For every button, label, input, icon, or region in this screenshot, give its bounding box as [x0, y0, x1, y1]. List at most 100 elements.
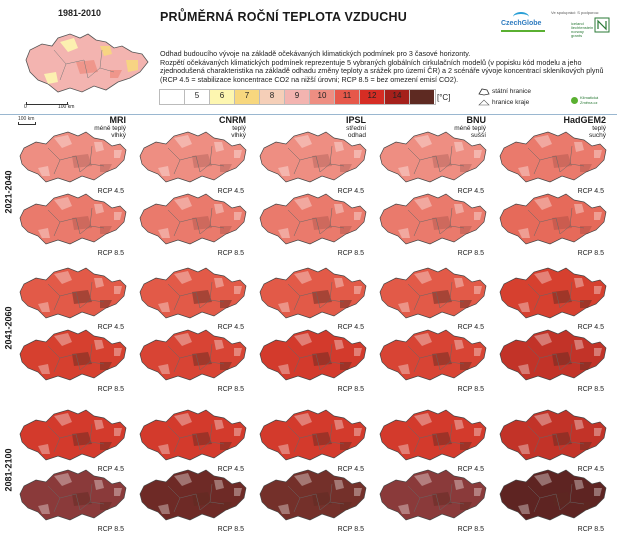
rcp-label: RCP 4.5 [217, 324, 244, 331]
rcp-label: RCP 8.5 [457, 526, 484, 533]
reference-cool-area [100, 46, 112, 56]
highland-area [38, 473, 122, 514]
czech-map [139, 409, 247, 461]
czechglobe-logo: CzechGlobe [495, 12, 545, 36]
model-header: MRI méně teplý vlhký [28, 115, 127, 140]
rcp-label: RCP 4.5 [97, 188, 124, 195]
scenario-map: RCP 8.5 [134, 324, 248, 394]
lowland-area [432, 154, 472, 172]
highland-area [278, 135, 362, 176]
czech-map [259, 469, 367, 521]
scenario-map: RCP 4.5 [254, 404, 368, 474]
scenario-map: RCP 8.5 [494, 188, 608, 258]
scenario-map: RCP 8.5 [494, 324, 608, 394]
region-border-legend: hranice kraje [478, 97, 558, 108]
scenario-map: RCP 4.5 [374, 262, 488, 332]
lowland-area [552, 352, 592, 370]
model-description: odhad [347, 132, 366, 139]
reference-warm-area [110, 70, 122, 78]
region-lines [167, 207, 225, 237]
scenario-map: RCP 8.5 [254, 324, 368, 394]
region-border-icon [478, 99, 490, 106]
rcp-label: RCP 4.5 [577, 324, 604, 331]
lowland-area [312, 154, 352, 172]
region-lines [527, 483, 585, 513]
scenario-map: RCP 4.5 [254, 126, 368, 196]
czech-map [379, 329, 487, 381]
lowland-area [552, 492, 592, 510]
region-lines [47, 423, 105, 453]
model-name: MRI [109, 115, 127, 125]
highland-area [158, 333, 242, 374]
scenario-map: RCP 8.5 [134, 188, 248, 258]
highland-area [158, 413, 242, 454]
legend-class: 6 [209, 89, 236, 105]
scenario-map: RCP 8.5 [494, 464, 608, 534]
legend-class: 11 [334, 89, 361, 105]
lowland-area [312, 352, 352, 370]
legend-label: 10 [317, 91, 327, 100]
rcp-label: RCP 4.5 [97, 324, 124, 331]
rcp-label: RCP 8.5 [577, 250, 604, 257]
region-lines [407, 343, 465, 373]
scenario-map: RCP 8.5 [134, 464, 248, 534]
model-description: vlhký [231, 132, 246, 139]
legend-unit: [°C] [437, 93, 451, 102]
description-line: Odhad budoucího vývoje na základě očekáv… [160, 49, 471, 58]
lowland-area [432, 352, 472, 370]
lowland-area [192, 492, 232, 510]
highland-area [398, 473, 482, 514]
legend-label: 9 [294, 91, 300, 100]
description-line: Rozpětí očekávaných klimatických podmíne… [160, 57, 604, 84]
scenario-map: RCP 4.5 [14, 126, 128, 196]
model-description: suchý [589, 132, 606, 139]
rcp-label: RCP 8.5 [217, 386, 244, 393]
highland-area [278, 197, 362, 238]
model-description: střední [346, 125, 366, 132]
region-lines [407, 145, 465, 175]
lowland-area [552, 432, 592, 450]
lowland-area [192, 154, 232, 172]
region-lines [287, 483, 345, 513]
legend-class [159, 89, 186, 105]
legend-label: 12 [367, 91, 377, 100]
czech-map [259, 409, 367, 461]
czech-map [499, 131, 607, 183]
lowland-area [72, 432, 112, 450]
lowland-area [312, 290, 352, 308]
czech-map [379, 193, 487, 245]
legend-label: 11 [342, 91, 352, 100]
lowland-area [552, 154, 592, 172]
reference-region-lines [53, 49, 115, 81]
scenario-map: RCP 8.5 [374, 188, 488, 258]
czech-map [259, 329, 367, 381]
highland-area [158, 271, 242, 312]
highland-area [38, 413, 122, 454]
region-lines [167, 343, 225, 373]
region-lines [527, 145, 585, 175]
rcp-label: RCP 8.5 [457, 386, 484, 393]
rcp-label: RCP 4.5 [97, 466, 124, 473]
czech-map [139, 193, 247, 245]
page-title: PRŮMĚRNÁ ROČNÍ TEPLOTA VZDUCHU [160, 10, 407, 24]
model-name: IPSL [345, 115, 366, 125]
lowland-area [72, 216, 112, 234]
model-description: vlhký [111, 132, 126, 139]
legend-class: 5 [184, 89, 211, 105]
rcp-label: RCP 8.5 [337, 386, 364, 393]
czech-map [139, 469, 247, 521]
scenario-map: RCP 8.5 [374, 324, 488, 394]
state-border-legend: státní hranice [478, 86, 558, 97]
legend-class: 12 [359, 89, 386, 105]
model-description: sušší [470, 132, 486, 139]
czech-map [499, 193, 607, 245]
reference-cool-area [126, 60, 138, 72]
highland-area [398, 413, 482, 454]
logo-note: Ve spolupráci: S podporou: [551, 10, 600, 15]
scenario-map: RCP 4.5 [14, 404, 128, 474]
czech-map [19, 409, 127, 461]
legend-label: 8 [269, 91, 275, 100]
czech-map [379, 131, 487, 183]
rcp-label: RCP 8.5 [337, 250, 364, 257]
boundary-legend: státní hranice hranice kraje [478, 86, 558, 110]
